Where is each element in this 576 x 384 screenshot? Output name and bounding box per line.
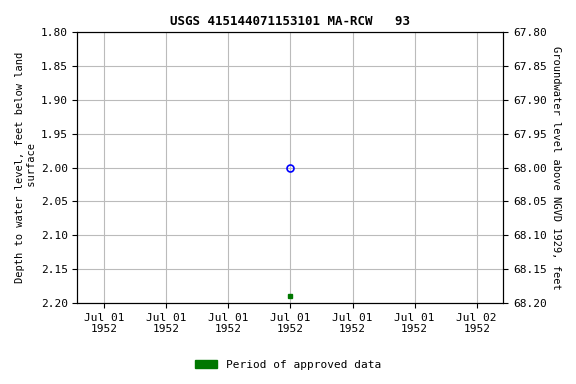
Legend: Period of approved data: Period of approved data [191,356,385,375]
Y-axis label: Depth to water level, feet below land
 surface: Depth to water level, feet below land su… [15,52,37,283]
Title: USGS 415144071153101 MA-RCW   93: USGS 415144071153101 MA-RCW 93 [170,15,411,28]
Y-axis label: Groundwater level above NGVD 1929, feet: Groundwater level above NGVD 1929, feet [551,46,561,290]
